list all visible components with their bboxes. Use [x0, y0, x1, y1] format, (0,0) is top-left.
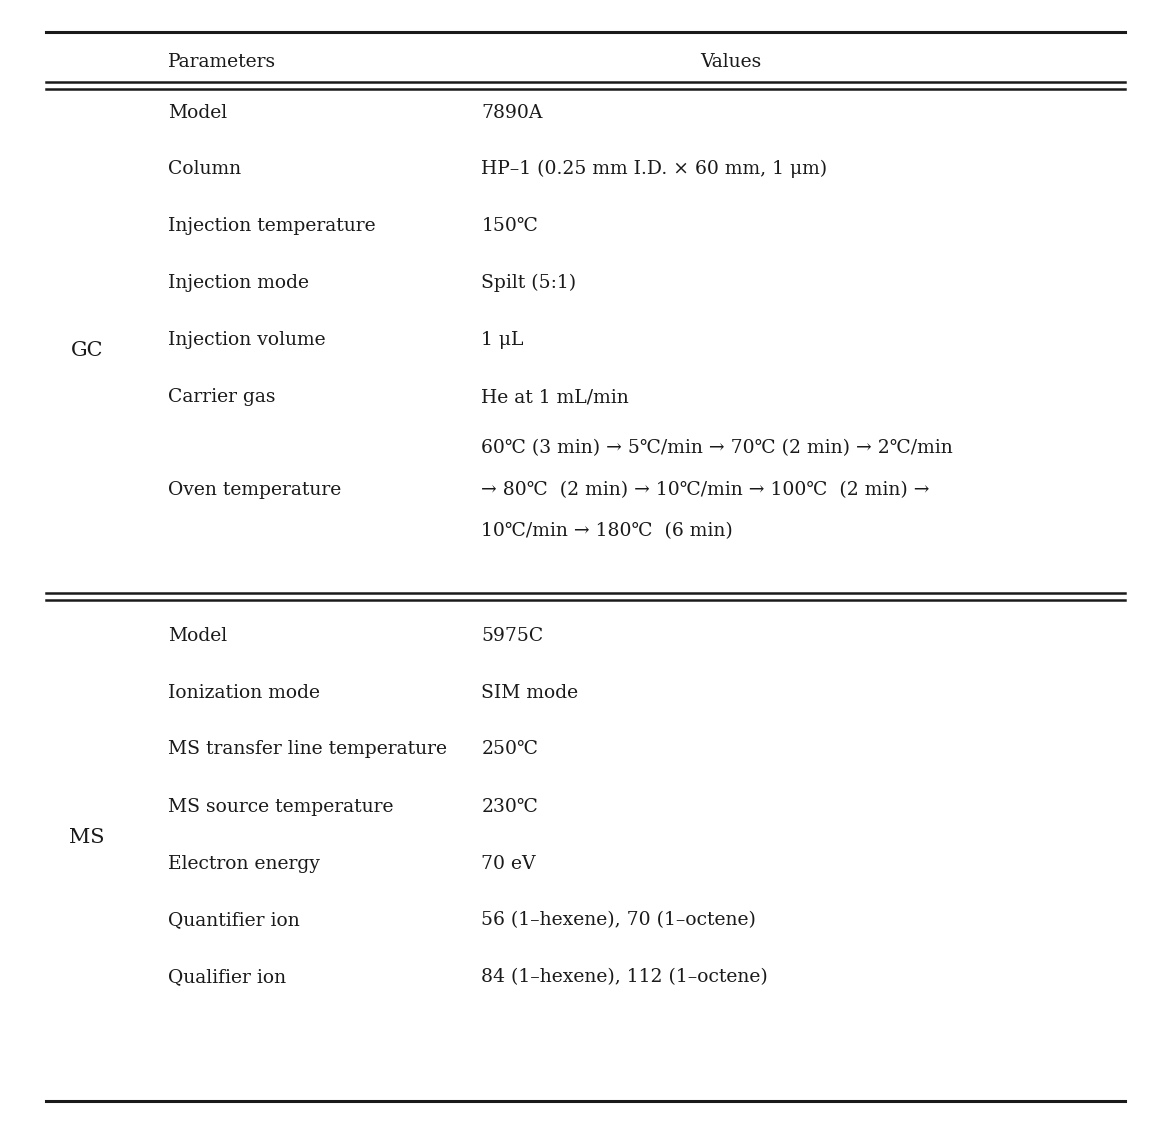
Text: 56 (1–hexene), 70 (1–octene): 56 (1–hexene), 70 (1–octene)	[481, 911, 756, 929]
Text: → 80℃  (2 min) → 10℃/min → 100℃  (2 min) →: → 80℃ (2 min) → 10℃/min → 100℃ (2 min) →	[481, 481, 930, 499]
Text: Column: Column	[168, 160, 241, 178]
Text: GC: GC	[71, 342, 103, 360]
Text: 70 eV: 70 eV	[481, 855, 536, 873]
Text: SIM mode: SIM mode	[481, 684, 579, 702]
Text: MS transfer line temperature: MS transfer line temperature	[168, 740, 448, 758]
Text: 150℃: 150℃	[481, 217, 538, 235]
Text: 5975C: 5975C	[481, 627, 544, 645]
Text: HP–1 (0.25 mm I.D. × 60 mm, 1 μm): HP–1 (0.25 mm I.D. × 60 mm, 1 μm)	[481, 160, 827, 178]
Text: 7890A: 7890A	[481, 104, 543, 122]
Text: Quantifier ion: Quantifier ion	[168, 911, 300, 929]
Text: Injection temperature: Injection temperature	[168, 217, 376, 235]
Text: 60℃ (3 min) → 5℃/min → 70℃ (2 min) → 2℃/min: 60℃ (3 min) → 5℃/min → 70℃ (2 min) → 2℃/…	[481, 439, 954, 457]
Text: Values: Values	[701, 53, 761, 71]
Text: MS: MS	[70, 829, 104, 847]
Text: Qualifier ion: Qualifier ion	[168, 968, 287, 986]
Text: Parameters: Parameters	[168, 53, 276, 71]
Text: Model: Model	[168, 627, 227, 645]
Text: Oven temperature: Oven temperature	[168, 481, 341, 499]
Text: Injection mode: Injection mode	[168, 274, 310, 292]
Text: 10℃/min → 180℃  (6 min): 10℃/min → 180℃ (6 min)	[481, 522, 733, 540]
Text: 230℃: 230℃	[481, 798, 538, 816]
Text: Spilt (5:1): Spilt (5:1)	[481, 274, 577, 292]
Text: 84 (1–hexene), 112 (1–octene): 84 (1–hexene), 112 (1–octene)	[481, 968, 768, 986]
Text: MS source temperature: MS source temperature	[168, 798, 393, 816]
Text: 250℃: 250℃	[481, 740, 538, 758]
Text: Carrier gas: Carrier gas	[168, 388, 276, 406]
Text: Electron energy: Electron energy	[168, 855, 320, 873]
Text: Ionization mode: Ionization mode	[168, 684, 320, 702]
Text: Model: Model	[168, 104, 227, 122]
Text: 1 μL: 1 μL	[481, 331, 524, 349]
Text: Injection volume: Injection volume	[168, 331, 326, 349]
Text: He at 1 mL/min: He at 1 mL/min	[481, 388, 629, 406]
